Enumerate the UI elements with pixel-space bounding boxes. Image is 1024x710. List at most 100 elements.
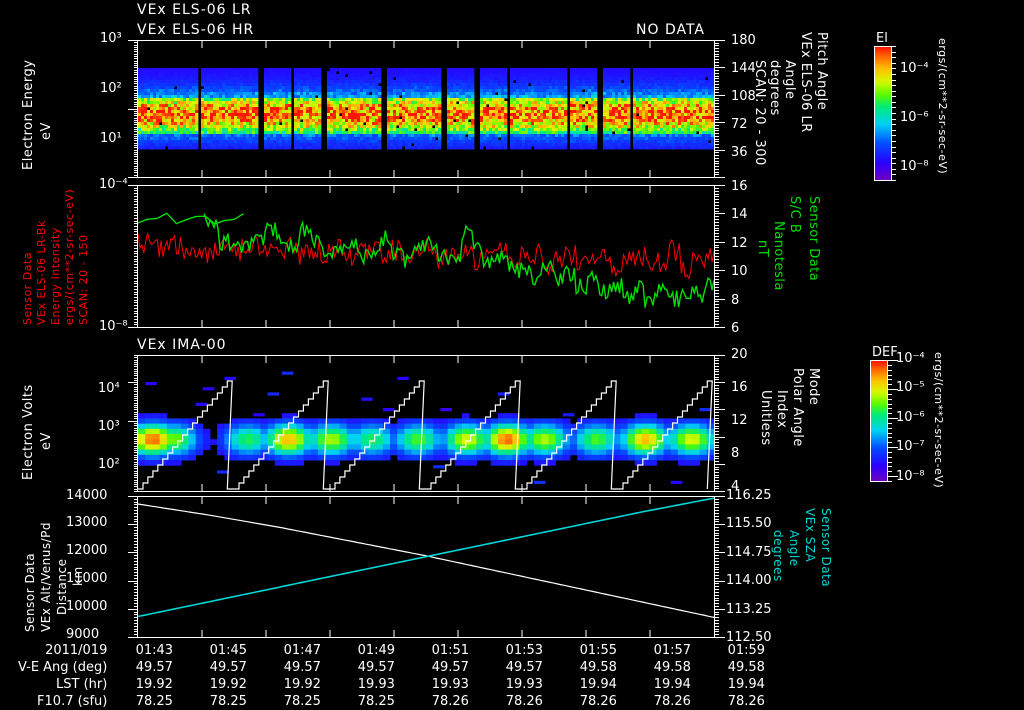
panel2-left-label-5: SCAN: 20 - 150: [78, 234, 89, 325]
table-cell: 49.58: [709, 659, 783, 676]
panel4-left-tick-12000: 12000: [66, 544, 107, 557]
table-time-7: 01:57: [635, 642, 709, 659]
panel3-left-tick-1000: 10³: [98, 420, 120, 433]
colorbar2-tick-1: 10⁻⁴: [896, 352, 925, 365]
colorbar2-tick-4: 10⁻⁷: [896, 440, 925, 453]
panel4-right-tick-11400: 114.00: [726, 574, 772, 587]
table-time-1: 01:45: [191, 642, 265, 659]
table-cell: 78.25: [191, 693, 265, 710]
table-cell: 49.58: [635, 659, 709, 676]
table-cell: 19.92: [265, 676, 339, 693]
table-cell: 49.57: [265, 659, 339, 676]
panel3-left-label-1: Electron Volts: [22, 384, 35, 480]
panel4-right-tick-11550: 115.50: [726, 517, 772, 530]
table-cell: 49.57: [117, 659, 191, 676]
table-cell: 19.94: [561, 676, 635, 693]
table-cell: 49.57: [413, 659, 487, 676]
table-cell: 78.26: [413, 693, 487, 710]
colorbar2-tick-3: 10⁻⁶: [896, 411, 925, 424]
colorbar1-unit: ergs/(cm**2-sr-sec-eV): [937, 38, 948, 174]
panel4-right-label-1: Sensor Data: [820, 508, 832, 587]
panel2-left-tick-top: 10⁻⁴: [99, 178, 128, 191]
panel2-right-label-4: nT: [756, 240, 769, 257]
panel4-left-tick-10000: 10000: [66, 600, 107, 613]
colorbar1-tick-1: 10⁻⁴: [900, 62, 929, 75]
panel3-left-tick-rail: [126, 355, 138, 492]
table-cell: 78.25: [265, 693, 339, 710]
table-cell: 78.25: [339, 693, 413, 710]
panel3-left-label-2: eV: [40, 432, 53, 450]
panel4-right-label-3: Angle: [788, 530, 800, 567]
colorbar2-name: DEF: [872, 345, 898, 360]
panel2-plot-area[interactable]: [137, 185, 715, 328]
panel1-right-tick-36: 36: [731, 146, 748, 159]
table-cell: 49.57: [487, 659, 561, 676]
panel2-right-tick-8: 8: [731, 294, 739, 307]
table-time-0: 01:43: [117, 642, 191, 659]
table-row-label: LST (hr): [18, 676, 117, 693]
panel3-left-tick-10000: 10⁴: [98, 382, 120, 395]
table-cell: 49.57: [339, 659, 413, 676]
colorbar1-tick-2: 10⁻⁶: [900, 111, 929, 124]
panel4-left-tick-14000: 14000: [66, 489, 107, 502]
panel2-left-label-1: Sensor Data: [22, 252, 33, 325]
table-date-label: 2011/019: [18, 642, 117, 659]
panel2-left-tick-bottom: 10⁻⁸: [99, 320, 128, 333]
table-cell: 19.93: [413, 676, 487, 693]
table-cell: 19.92: [117, 676, 191, 693]
panel3-right-label-2: Polar Angle: [791, 368, 804, 447]
panel3-left-tick-100: 10²: [98, 458, 120, 471]
panel3-right-label-4: Unitless: [759, 390, 772, 446]
panel1-right-label-4: degrees: [768, 60, 781, 116]
panel1-left-tick-rail: [126, 40, 138, 178]
panel2-left-label-4: ergs/(cm**2-sr-sec-eV): [64, 189, 75, 325]
panel2-right-label-3: Nanotesla: [772, 221, 785, 291]
panel2-left-label-3: Energy Intensity: [50, 227, 61, 325]
colorbar2-tick-5: 10⁻⁸: [896, 470, 925, 483]
panel4-plot-area[interactable]: [137, 496, 715, 638]
panel2-line-chart: [138, 186, 714, 327]
panel1-right-tick-72: 72: [731, 118, 748, 131]
panel2-right-tick-10: 10: [731, 265, 748, 278]
colorbar1[interactable]: [874, 46, 892, 181]
panel1-left-axis-label-2: eV: [40, 122, 53, 140]
colorbar1-name: El: [876, 31, 888, 46]
panel3-right-tick-12: 12: [731, 414, 748, 427]
colorbar2[interactable]: [870, 360, 888, 482]
panel4-right-tick-11625: 116.25: [726, 489, 772, 502]
table-time-5: 01:53: [487, 642, 561, 659]
panel1-left-tick-100: 10²: [100, 82, 122, 95]
panel3-right-label-1: Mode: [807, 368, 820, 405]
panel4-line-chart: [138, 497, 714, 637]
panel3-right-label-3: Index: [775, 390, 788, 428]
no-data-label: NO DATA: [636, 22, 705, 38]
panel2-right-tick-rail: [715, 185, 727, 328]
colorbar2-tick-2: 10⁻⁵: [896, 381, 925, 394]
panel1-left-tick-10: 10¹: [100, 132, 122, 145]
table-cell: 49.57: [191, 659, 265, 676]
table-cell: 78.26: [635, 693, 709, 710]
panel2-right-tick-12: 12: [731, 237, 748, 250]
panel4-right-label-4: degrees: [772, 530, 784, 582]
panel1-title-lr: VEx ELS-06 LR: [137, 2, 252, 18]
table-cell: 78.26: [709, 693, 783, 710]
panel4-left-label-2: VEx Alt/Venus/Pd: [40, 522, 52, 632]
panel4-right-label-2: VEx SZA: [804, 508, 816, 562]
panel4-right-tick-11325: 113.25: [726, 603, 772, 616]
panel2-left-label-2: VEx ELS-06 LR-Bk: [36, 220, 47, 325]
panel1-plot-area[interactable]: [137, 40, 715, 178]
panel3-right-tick-rail: [715, 355, 727, 492]
panel1-spectrogram: [138, 41, 714, 177]
colorbar2-unit: ergs/(cm**2-sr-sec-eV): [933, 352, 944, 488]
panel4-left-tick-13000: 13000: [66, 516, 107, 529]
table-time-3: 01:49: [339, 642, 413, 659]
panel3-plot-area[interactable]: [137, 355, 715, 492]
panel1-right-tick-rail: [715, 40, 727, 178]
table-cell: 19.94: [709, 676, 783, 693]
panel2-left-tick-rail: [126, 185, 138, 328]
